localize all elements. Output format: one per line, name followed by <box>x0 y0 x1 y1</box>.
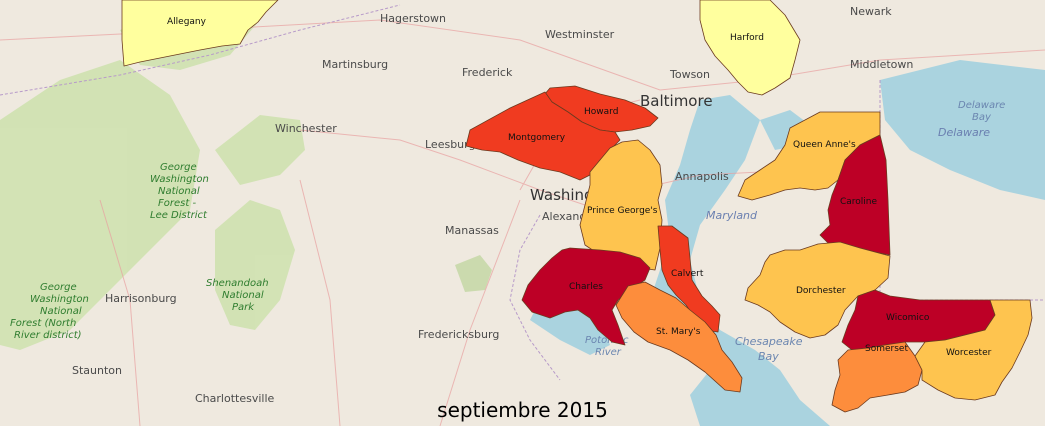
county-label-charles: Charles <box>569 282 603 292</box>
label-maryland-state: Maryland <box>706 209 758 222</box>
county-label-calvert: Calvert <box>671 269 704 279</box>
county-allegany[interactable] <box>121 0 279 67</box>
county-layer[interactable] <box>121 0 1033 413</box>
label-fredericksburg: Fredericksburg <box>418 328 499 341</box>
label-baltimore: Baltimore <box>640 92 713 110</box>
county-label-howard: Howard <box>584 107 618 117</box>
county-label-dorchester: Dorchester <box>796 286 846 296</box>
county-label-wicomico: Wicomico <box>886 313 930 323</box>
county-label-worcester: Worcester <box>946 348 992 358</box>
label-gw-forest-lee-1: George <box>160 162 197 173</box>
label-shenandoah-2: National <box>222 290 264 301</box>
county-harford[interactable] <box>699 0 801 96</box>
label-charlottesville: Charlottesville <box>195 392 275 405</box>
county-queen-annes[interactable] <box>737 111 881 201</box>
county-worcester[interactable] <box>914 299 1033 401</box>
label-leesburg: Leesburg <box>425 138 475 151</box>
label-gw-forest-north-2: Washington <box>30 294 89 305</box>
map-date-label: septiembre 2015 <box>437 398 608 422</box>
label-harrisonburg: Harrisonburg <box>105 292 177 305</box>
county-charles[interactable] <box>521 247 651 346</box>
basemap-labels: Hagerstown Westminster Newark Martinsbur… <box>10 5 1005 405</box>
label-gw-forest-lee-3: National <box>158 186 200 197</box>
label-frederick: Frederick <box>462 66 513 79</box>
label-potomac-river-2: River <box>595 347 622 358</box>
label-gw-forest-north-1: George <box>40 282 77 293</box>
label-delaware-bay-1: Delaware <box>958 100 1005 111</box>
label-gw-forest-lee-4: Forest - <box>158 198 196 209</box>
county-label-queen-annes: Queen Anne's <box>793 140 856 150</box>
label-manassas: Manassas <box>445 224 499 237</box>
county-somerset[interactable] <box>831 341 923 413</box>
label-gw-forest-lee-2: Washington <box>150 174 209 185</box>
county-dorchester[interactable] <box>744 241 891 339</box>
label-middletown: Middletown <box>850 58 913 71</box>
label-gw-forest-north-5: River district) <box>14 330 82 341</box>
label-towson: Towson <box>669 68 710 81</box>
label-delaware-state: Delaware <box>938 126 990 139</box>
label-delaware-bay-2: Bay <box>972 112 992 123</box>
label-gw-forest-north-3: National <box>40 306 82 317</box>
county-label-montgomery: Montgomery <box>508 133 566 143</box>
county-label-harford: Harford <box>730 33 764 43</box>
label-martinsburg: Martinsburg <box>322 58 388 71</box>
label-chesapeake-bay-2: Bay <box>758 350 779 363</box>
label-chesapeake-bay-1: Chesapeake <box>735 335 803 348</box>
label-shenandoah-1: Shenandoah <box>206 278 269 289</box>
county-calvert[interactable] <box>657 225 721 333</box>
county-label-allegany: Allegany <box>167 17 207 27</box>
label-annapolis: Annapolis <box>675 170 729 183</box>
label-gw-forest-north-4: Forest (North <box>10 318 76 329</box>
label-potomac-river-1: Potomac <box>585 335 629 346</box>
label-hagerstown: Hagerstown <box>380 12 446 25</box>
county-label-caroline: Caroline <box>840 197 878 207</box>
label-shenandoah-3: Park <box>232 302 255 313</box>
county-label-prince-georges: Prince George's <box>587 206 658 216</box>
label-staunton: Staunton <box>72 364 122 377</box>
county-prince-georges[interactable] <box>579 139 663 271</box>
label-alexandria: Alexand <box>542 210 586 223</box>
label-newark: Newark <box>850 5 892 18</box>
county-labels: Allegany Harford Howard Montgomery Princ… <box>167 17 992 358</box>
county-label-st-marys: St. Mary's <box>656 327 701 337</box>
county-st-marys[interactable] <box>615 281 743 393</box>
county-label-somerset: Somerset <box>865 344 908 354</box>
label-winchester: Winchester <box>275 122 337 135</box>
label-gw-forest-lee-5: Lee District <box>150 210 208 221</box>
label-westminster: Westminster <box>545 28 615 41</box>
